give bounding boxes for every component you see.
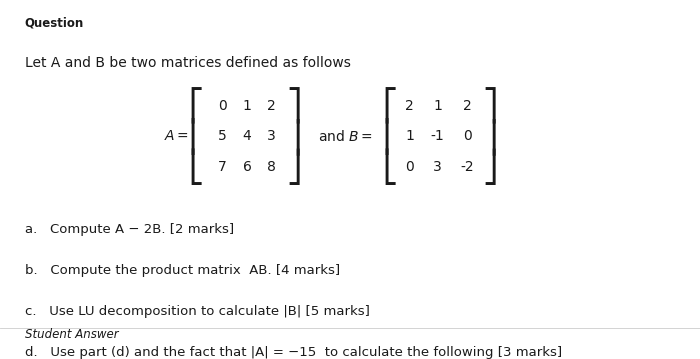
Text: 2: 2 [267,99,276,113]
Text: d.   Use part (d) and the fact that |A| = −15  to calculate the following [3 mar: d. Use part (d) and the fact that |A| = … [25,346,561,359]
Text: ⎡: ⎡ [382,88,398,124]
Text: 4: 4 [243,130,251,143]
Text: 8: 8 [267,160,276,174]
Text: ⎥: ⎥ [482,118,498,155]
Text: 5: 5 [218,130,227,143]
Text: ⎣: ⎣ [382,149,398,185]
Text: 6: 6 [243,160,251,174]
Text: ⎤: ⎤ [286,88,302,124]
Text: 7: 7 [218,160,227,174]
Text: ⎦: ⎦ [482,149,498,185]
Text: c.   Use LU decomposition to calculate |B| [5 marks]: c. Use LU decomposition to calculate |B|… [25,305,370,318]
Text: ⎦: ⎦ [286,149,302,185]
Text: ⎢: ⎢ [188,118,204,155]
Text: 1: 1 [433,99,442,113]
Text: 3: 3 [433,160,442,174]
Text: 2: 2 [463,99,472,113]
Text: 3: 3 [267,130,276,143]
Text: ⎡: ⎡ [188,88,204,124]
Text: and $B =$: and $B =$ [318,129,373,144]
Text: a.   Compute A − 2B. [2 marks]: a. Compute A − 2B. [2 marks] [25,223,234,236]
Text: 0: 0 [218,99,227,113]
Text: b.   Compute the product matrix  AB. [4 marks]: b. Compute the product matrix AB. [4 mar… [25,264,339,277]
Text: 1: 1 [243,99,251,113]
Text: 2: 2 [405,99,414,113]
Text: Question: Question [25,16,84,29]
Text: ⎣: ⎣ [188,149,204,185]
Text: ⎤: ⎤ [482,88,498,124]
Text: 0: 0 [463,130,472,143]
Text: $A =$: $A =$ [164,130,189,143]
Text: ⎢: ⎢ [382,118,398,155]
Text: Student Answer: Student Answer [25,328,118,341]
Text: -1: -1 [430,130,444,143]
Text: -2: -2 [461,160,475,174]
Text: Let A and B be two matrices defined as follows: Let A and B be two matrices defined as f… [25,56,351,70]
Text: 0: 0 [405,160,414,174]
Text: ⎥: ⎥ [286,118,302,155]
Text: 1: 1 [405,130,414,143]
